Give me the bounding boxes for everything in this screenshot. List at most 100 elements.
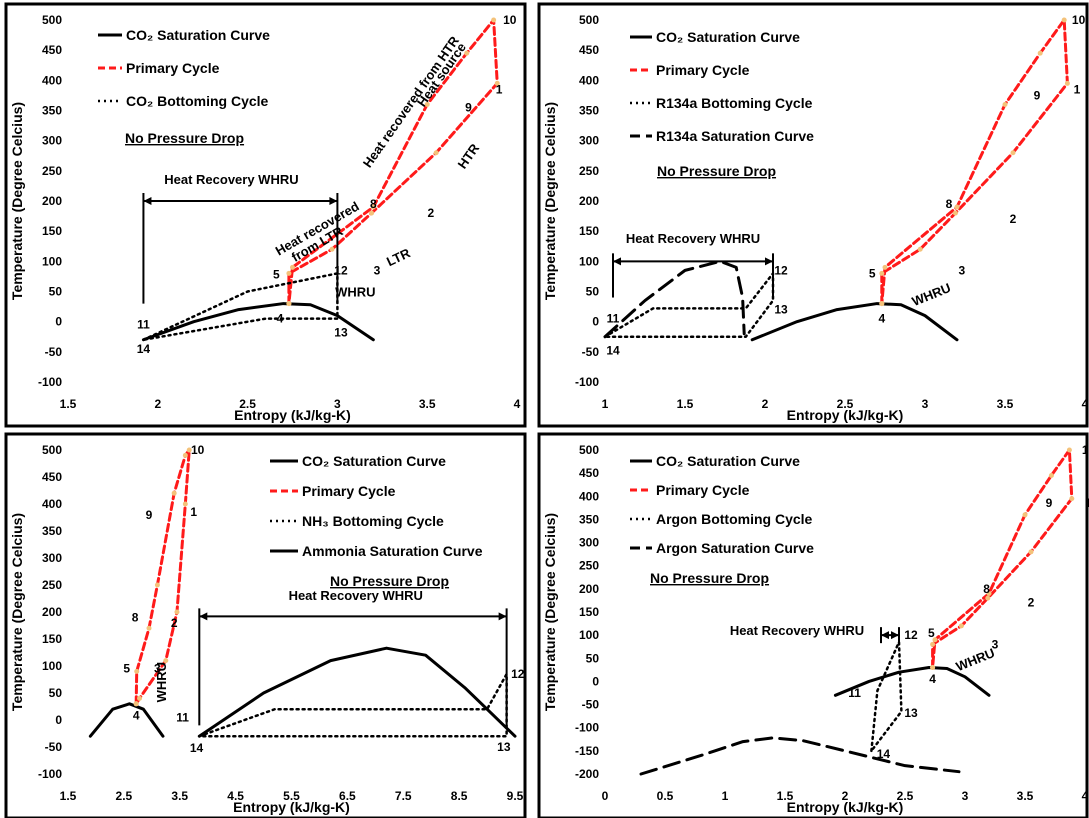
chart-panel-3: -100 -50 0 50 100 150 200 250 300 350 400 450 500 1.5… [9, 443, 525, 815]
state-point-label-11: 11 [137, 318, 150, 332]
y-tick-label: 200 [579, 582, 599, 596]
x-tick-label: 6.5 [339, 789, 356, 803]
state-marker [879, 270, 885, 276]
state-markers [879, 17, 1070, 307]
x-tick-label: 2.5 [897, 789, 914, 803]
y-tick-label: 300 [579, 536, 599, 550]
state-point-label-5: 5 [273, 268, 280, 282]
x-axis-title: Entropy (kJ/kg-K) [233, 799, 350, 815]
state-markers [930, 447, 1075, 671]
y-tick-label: 350 [579, 512, 599, 526]
panel-frame-1 [4, 2, 527, 428]
state-point-label-2: 2 [171, 616, 178, 630]
state-point-label-13: 13 [334, 326, 348, 340]
state-point-label-9: 9 [146, 508, 153, 522]
y-tick-label: -50 [582, 698, 600, 712]
state-marker [1037, 50, 1043, 56]
series-line-1 [88, 702, 165, 738]
state-marker [985, 595, 991, 601]
y-tick-label: -150 [575, 744, 599, 758]
y-tick-label: 350 [579, 104, 599, 118]
x-tick-label: 0.5 [657, 789, 674, 803]
state-marker [1069, 496, 1075, 502]
state-marker [932, 637, 938, 643]
state-marker [286, 270, 292, 276]
bracket-arrowhead [765, 257, 773, 266]
state-point-label-13: 13 [904, 706, 918, 720]
y-tick-label: 500 [42, 13, 62, 27]
state-point-label-10: 10 [1072, 13, 1086, 27]
annotation-3: LTR [384, 245, 413, 269]
chart-panel-4: -200-150-100-500501001502002503003504004… [542, 443, 1089, 815]
x-tick-label: 3.5 [997, 397, 1014, 411]
y-tick-label: 150 [42, 632, 62, 646]
state-point-label-10: 10 [503, 13, 517, 27]
series-line-3 [870, 640, 903, 753]
y-tick-label: 50 [586, 651, 600, 665]
state-point-label-14: 14 [877, 747, 891, 761]
chart-panel-2: -100 -50 0 50 100 150 200 250 300 350 400 450 500 1 1.… [542, 13, 1089, 423]
state-point-label-5: 5 [928, 626, 935, 640]
state-point-label-14: 14 [190, 741, 204, 755]
y-tick-label: -100 [575, 375, 599, 389]
state-point-label-13: 13 [497, 740, 511, 754]
heat-recovery-bracket [612, 253, 774, 298]
legend-label-1: CO₂ Saturation Curve [302, 453, 446, 469]
state-point-label-14: 14 [606, 344, 620, 358]
state-point-label-1: 1 [496, 82, 503, 96]
state-marker [146, 625, 152, 631]
state-point-label-3: 3 [958, 263, 965, 277]
heat-recovery-bracket [880, 627, 900, 644]
state-point-label-1: 1 [1085, 496, 1089, 510]
bracket-arrowhead [329, 197, 338, 205]
annotation-1: Heat Recovery WHRU [289, 588, 423, 603]
annotation-1: Heat Recovery WHRU [164, 172, 298, 187]
y-tick-label: 100 [42, 254, 62, 268]
x-tick-label: 1.5 [60, 789, 77, 803]
state-point-label-8: 8 [370, 197, 377, 211]
state-marker [370, 204, 376, 210]
panel-frame-3 [4, 432, 527, 818]
x-tick-label: 4 [1082, 789, 1089, 803]
y-tick-label: 500 [579, 13, 599, 27]
legend-label-4: R134a Saturation Curve [656, 128, 814, 144]
note-no-pressure-drop: No Pressure Drop [657, 163, 776, 179]
note-no-pressure-drop: No Pressure Drop [330, 573, 449, 589]
y-tick-label: 150 [579, 605, 599, 619]
legend-label-4: Ammonia Saturation Curve [302, 543, 483, 559]
annotation-4: HTR [455, 140, 483, 171]
state-marker [1002, 101, 1008, 107]
heat-recovery-bracket [198, 608, 508, 726]
annotation-2: WHRU [910, 280, 953, 309]
annotation-2: WHRU [954, 645, 997, 674]
annotation-2: WHRU [335, 284, 375, 299]
y-tick-label: 100 [579, 628, 599, 642]
y-tick-label: 500 [579, 443, 599, 457]
annotations: Heat Recovery WHRU WHRU [626, 231, 953, 309]
x-tick-label: 9.5 [507, 789, 524, 803]
y-tick-label: -100 [38, 767, 62, 781]
state-point-label-12: 12 [774, 263, 788, 277]
state-point-label-11: 11 [848, 686, 861, 700]
state-marker [986, 590, 992, 596]
legend-label-3: Argon Bottoming Cycle [656, 511, 813, 527]
state-marker [958, 623, 964, 629]
state-marker [1010, 150, 1016, 156]
panel-frames [4, 2, 1089, 818]
series-line-3 [198, 672, 508, 738]
y-tick-label: 200 [42, 605, 62, 619]
state-point-label-1: 1 [190, 505, 197, 519]
x-tick-label: 3.5 [1017, 789, 1034, 803]
state-marker [133, 701, 139, 707]
y-tick-labels: -100 -50 0 50 100 150 200 250 300 350 400 450 500 [38, 443, 62, 781]
state-point-label-10: 10 [191, 443, 205, 457]
series-line-1 [833, 666, 991, 697]
state-marker [1061, 17, 1067, 23]
y-tick-label: 300 [42, 551, 62, 565]
y-tick-labels: -200 -150 -100 -50 0 50 100 150 200 250 300 350 400 4… [575, 443, 599, 781]
state-marker [882, 264, 888, 270]
y-tick-label: 50 [49, 285, 63, 299]
